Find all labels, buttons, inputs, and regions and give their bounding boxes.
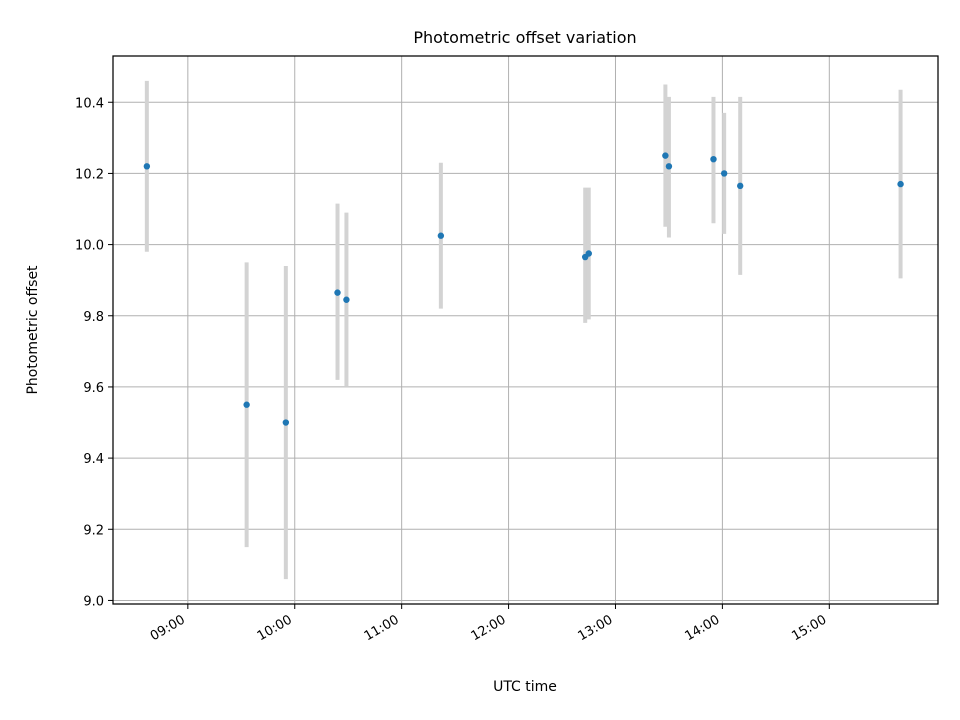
y-axis-label: Photometric offset (25, 265, 41, 395)
data-point (243, 401, 250, 408)
data-point (737, 182, 744, 190)
y-tick-label: 9.2 (83, 523, 104, 538)
x-tick-label: 10:00 (255, 612, 295, 644)
y-tick-label: 9.6 (83, 381, 104, 396)
data-point (662, 152, 669, 159)
grid (113, 56, 938, 604)
error-bars (144, 80, 903, 580)
data-point (143, 163, 151, 170)
data-points (143, 152, 904, 426)
x-tick-label: 15:00 (789, 612, 829, 644)
data-point (720, 170, 728, 177)
y-tick-label: 10.0 (75, 239, 104, 254)
data-point (343, 296, 350, 303)
y-tick-label: 9.0 (83, 594, 104, 609)
data-point (710, 155, 717, 163)
x-tick-label: 13:00 (576, 612, 616, 644)
x-axis-label: UTC time (493, 679, 557, 695)
y-tick-label: 9.8 (83, 310, 104, 325)
data-point (334, 289, 341, 296)
y-tick-label: 9.4 (83, 452, 104, 467)
chart-title: Photometric offset variation (413, 28, 636, 47)
data-point (282, 419, 290, 426)
x-tick-label: 11:00 (362, 612, 402, 644)
x-axis: 09:00 10:00 11:00 12:00 13:00 14:00 15:00 (148, 604, 830, 644)
data-point (437, 232, 445, 239)
x-tick-label: 12:00 (469, 612, 509, 644)
data-point (897, 180, 904, 188)
y-tick-label: 10.4 (75, 96, 104, 111)
data-point (585, 250, 592, 257)
plot-frame (112, 55, 939, 605)
x-tick-label: 14:00 (682, 612, 722, 644)
y-axis: 9.0 9.2 9.4 9.6 9.8 10.0 10.2 10.4 (75, 96, 113, 609)
data-point (665, 163, 673, 170)
y-tick-label: 10.2 (75, 167, 104, 182)
x-tick-label: 09:00 (148, 612, 188, 644)
